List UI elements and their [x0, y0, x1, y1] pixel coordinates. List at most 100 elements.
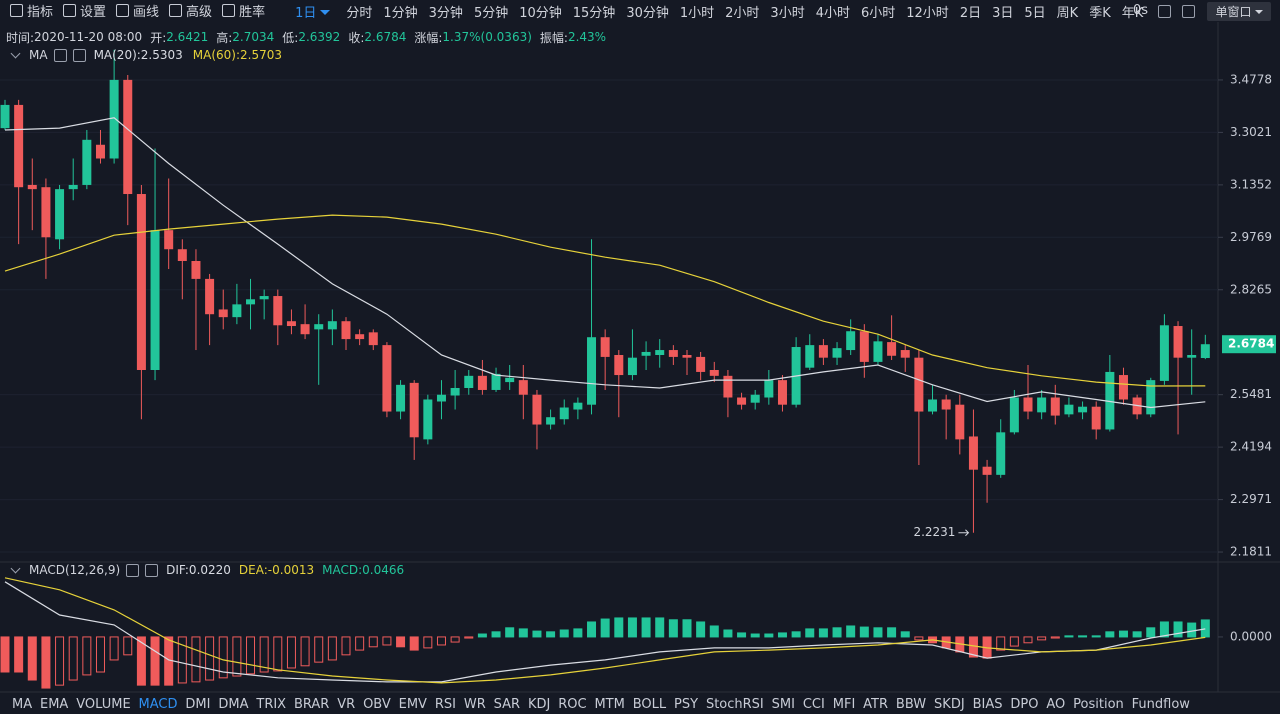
interval-button[interactable]: 1分钟 — [383, 5, 418, 21]
indicator-tab[interactable]: RSI — [434, 696, 456, 712]
y-tick-label: 2.5481 — [1230, 387, 1272, 401]
interval-button[interactable]: 分时 — [346, 5, 373, 21]
indicator-tab[interactable]: Fundflow — [1131, 696, 1190, 712]
info-value: 2.43% — [567, 30, 607, 44]
interval-button[interactable]: 5日 — [1024, 5, 1046, 21]
macd-bar — [246, 636, 256, 675]
indicator-tab[interactable]: BOLL — [632, 696, 667, 712]
indicator-tab[interactable]: TRIX — [256, 696, 287, 712]
candle-body — [55, 189, 65, 240]
macd-legend: MACD(12,26,9) DIF:0.0220 DEA:-0.0013 MACD:… — [8, 563, 404, 577]
close-icon[interactable] — [72, 48, 86, 62]
y-tick-label: 2.8265 — [1230, 282, 1272, 296]
candle-body — [1200, 344, 1210, 359]
info-value: 2.6784 — [364, 30, 407, 44]
indicator-tab[interactable]: DPO — [1010, 696, 1039, 712]
collapse-icon[interactable] — [10, 48, 21, 58]
macd-bar — [1009, 636, 1019, 647]
interval-button[interactable]: 4小时 — [815, 5, 850, 21]
indicator-tab[interactable]: MFI — [832, 696, 856, 712]
macd-bar — [546, 631, 556, 638]
interval-button[interactable]: 30分钟 — [626, 5, 669, 21]
macd-bar — [873, 627, 883, 638]
indicator-tab[interactable]: WR — [463, 696, 486, 712]
indicator-tab[interactable]: SMI — [771, 696, 795, 712]
indicator-tab[interactable]: DMA — [218, 696, 249, 712]
indicator-tab[interactable]: KDJ — [527, 696, 551, 712]
candle-body — [996, 432, 1006, 475]
tool-button[interactable]: 画线 — [116, 1, 159, 20]
macd-bar — [327, 636, 337, 661]
interval-button[interactable]: 2小时 — [725, 5, 760, 21]
candle-body — [859, 331, 869, 362]
indicator-tab[interactable]: SAR — [493, 696, 521, 712]
y-tick-label: 2.1811 — [1230, 545, 1272, 559]
interval-button[interactable]: 6小时 — [860, 5, 896, 21]
interval-button[interactable]: 3分钟 — [428, 5, 463, 21]
indicator-tab[interactable]: StochRSI — [705, 696, 764, 712]
candle-body — [1023, 397, 1033, 412]
indicator-tab[interactable]: ATR — [863, 696, 889, 712]
candle-body — [82, 139, 92, 185]
interval-button[interactable]: 周K — [1056, 5, 1079, 21]
info-value: 1.37%(0.0363) — [442, 30, 532, 44]
macd-bar — [887, 627, 897, 638]
indicator-tab[interactable]: MTM — [594, 696, 625, 712]
indicator-tab[interactable]: EMV — [398, 696, 427, 712]
indicator-tab[interactable]: OBV — [363, 696, 391, 712]
macd-bar — [0, 636, 10, 673]
indicator-tab[interactable]: PSY — [674, 696, 699, 712]
interval-button[interactable]: 季K — [1089, 5, 1111, 21]
interval-button[interactable]: 15分钟 — [572, 5, 616, 21]
interval-button[interactable]: 1小时 — [679, 5, 715, 21]
close-icon[interactable] — [145, 563, 159, 577]
macd-bar — [1118, 630, 1128, 638]
interval-button[interactable]: 3小时 — [770, 5, 805, 21]
indicator-tab[interactable]: MACD — [138, 696, 178, 712]
macd-bar — [832, 627, 842, 638]
collapse-icon[interactable] — [10, 563, 21, 573]
candle-body — [614, 355, 624, 376]
indicator-tab[interactable]: ROC — [558, 696, 587, 712]
tool-button[interactable]: 指标 — [10, 1, 53, 20]
macd-bar — [709, 625, 719, 638]
settings-icon[interactable] — [53, 48, 67, 62]
tool-button[interactable]: 设置 — [63, 1, 106, 20]
legend-entry: DIF:0.0220 — [166, 563, 231, 577]
indicator-tab[interactable]: BBW — [895, 696, 927, 712]
candle-body — [982, 466, 992, 475]
macd-bar — [573, 628, 583, 638]
indicator-tab[interactable]: SKDJ — [934, 696, 965, 712]
settings-icon[interactable] — [126, 563, 140, 577]
indicator-tab[interactable]: VOLUME — [76, 696, 131, 712]
window-button[interactable]: 单窗口 — [1207, 2, 1271, 21]
candle-body — [668, 350, 678, 357]
settings-icon[interactable] — [1182, 5, 1195, 18]
candle-body — [464, 375, 474, 388]
indicator-tab[interactable]: Position — [1073, 696, 1124, 712]
interval-button[interactable]: 年K — [1121, 5, 1144, 21]
interval-button[interactable]: 10分钟 — [519, 5, 562, 21]
interval-button[interactable]: 12小时 — [906, 5, 949, 21]
indicator-tab[interactable]: DMI — [185, 696, 211, 712]
info-value: 2.6392 — [298, 30, 341, 44]
macd-bar — [95, 636, 105, 673]
candle-body — [941, 399, 951, 410]
indicator-tab[interactable]: BIAS — [972, 696, 1003, 712]
interval-button[interactable]: 2日 — [959, 5, 982, 21]
fullscreen-icon[interactable] — [1158, 5, 1171, 18]
interval-button[interactable]: 5分钟 — [473, 5, 509, 21]
tool-button[interactable]: 高级 — [169, 1, 212, 20]
indicator-tab[interactable]: AO — [1046, 696, 1066, 712]
indicator-tab[interactable]: VR — [337, 696, 356, 712]
tool-button[interactable]: 胜率 — [222, 1, 265, 20]
indicator-tab[interactable]: BRAR — [293, 696, 330, 712]
candle-body — [355, 334, 365, 340]
period-select[interactable]: 1日 — [295, 2, 330, 21]
indicator-tab[interactable]: EMA — [40, 696, 69, 712]
indicator-tab[interactable]: CCI — [802, 696, 825, 712]
indicator-tab[interactable]: MA — [12, 696, 33, 712]
interval-button[interactable]: 3日 — [992, 5, 1014, 21]
